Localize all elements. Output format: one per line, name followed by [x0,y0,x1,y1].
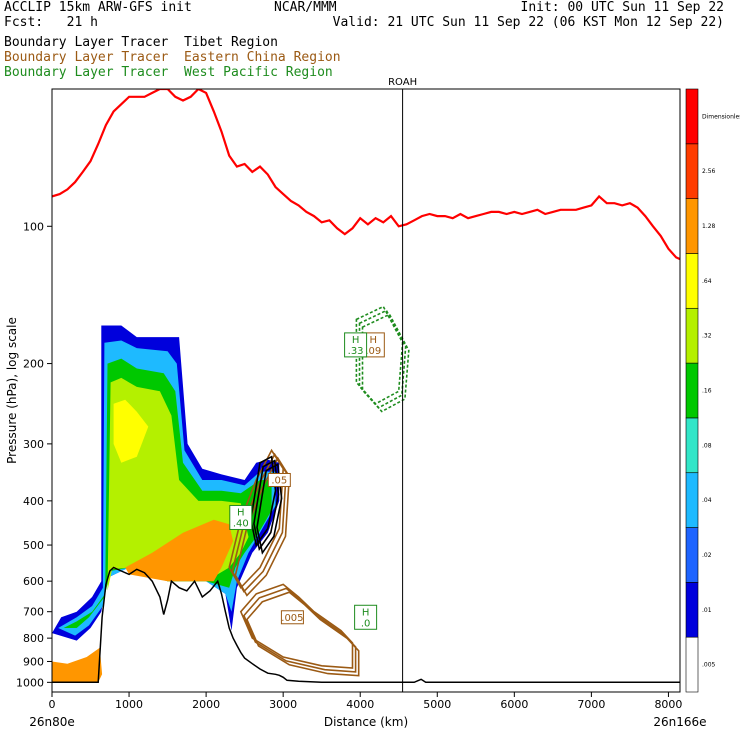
tracer-label-eastern-china: Boundary Layer Tracer Eastern China Regi… [4,50,341,65]
shaded-region-0 [52,567,226,660]
contour-label-1-0: .05 [271,475,287,486]
y-tick-label: 800 [23,632,44,645]
colorbar-label: .04 [702,497,712,504]
header-fcst: Fcst: 21 h [4,15,98,30]
contour-label-0-0: .005 [281,613,303,624]
y-tick-label: 200 [23,358,44,371]
colorbar-label: 2.56 [702,168,716,175]
colorbar-label: 1.28 [702,223,716,230]
y-tick-label: 600 [23,575,44,588]
x-tick-label: 3000 [269,698,297,711]
contour-label-5-0: H [362,607,370,618]
contour-0-1 [242,587,357,673]
right-endpoint-label: 26n166e [653,715,706,729]
colorbar-segment [685,198,699,254]
colorbar-segment [685,362,699,419]
colorbar-label: .02 [702,552,712,559]
colorbar-segment [685,143,699,199]
header-valid: Valid: 21 UTC Sun 11 Sep 22 (06 KST Mon … [332,15,724,30]
contour-label-box-5 [354,604,378,630]
contour-label-2-0: H [370,335,378,346]
x-tick-label: 7000 [577,698,605,711]
colorbar-segment [685,472,699,528]
y-tick-label: 700 [23,606,44,619]
plot-frame [51,88,681,693]
contour-6-0 [249,455,277,548]
header-init: Init: 00 UTC Sun 11 Sep 22 [520,0,725,15]
colorbar-segment [685,417,699,474]
contour-label-box-3 [344,332,368,358]
contour-label-box-1 [267,472,291,487]
contour-3-1 [358,309,407,409]
y-tick-label: 400 [23,495,44,508]
x-tick-label: 5000 [423,698,451,711]
tropopause-line [52,89,680,261]
tracer-label-west-pacific: Boundary Layer Tracer West Pacific Regio… [4,65,333,80]
contour-0-2 [245,591,360,677]
colorbar-label: .005 [702,662,716,669]
contour-0-0 [239,583,354,669]
shaded-region-6 [125,519,234,582]
contour-label-3-0: H [352,335,360,346]
colorbar-label: .16 [702,388,712,395]
terrain-line [52,566,680,684]
contour-label-4-0: H [237,507,245,518]
colorbar-label: .08 [702,442,712,449]
x-tick-label: 1000 [115,698,143,711]
colorbar-segment [685,636,699,693]
x-tick-label: 2000 [192,698,220,711]
contour-6-2 [256,463,283,555]
y-tick-label: 300 [23,438,44,451]
contour-label-3-1: .33 [348,346,364,357]
roah-marker-label: ROAH [388,77,417,88]
colorbar-label: Dimensionless [702,113,740,120]
tracer-label-tibet: Boundary Layer Tracer Tibet Region [4,35,278,50]
shaded-region-5 [113,399,149,463]
colorbar-label: .01 [702,607,712,614]
plot-area [52,89,680,684]
x-tick-label: 6000 [500,698,528,711]
x-tick-label: 0 [49,698,56,711]
colorbar-label: .32 [702,333,712,340]
colorbar-segment [685,253,699,309]
header-org: NCAR/MMM [274,0,337,15]
colorbar-segment [685,527,699,583]
colorbar-segment [685,582,699,638]
colorbar-segment [685,307,699,364]
contour-1-2 [234,456,291,597]
contour-label-box-4 [229,504,253,530]
colorbar-segment [685,88,699,145]
contour-label-box-0 [280,610,304,625]
contour-label-2-1: .09 [365,346,381,357]
y-tick-label: 100 [23,220,44,233]
shaded-region-7 [52,647,103,683]
contour-3-2 [361,313,410,413]
x-axis-label: Distance (km) [324,715,408,729]
y-axis-label: Pressure (hPa), log scale [5,317,19,464]
left-endpoint-label: 26n80e [29,715,75,729]
x-tick-label: 4000 [346,698,374,711]
header-model: ACCLIP 15km ARW-GFS init [4,0,192,15]
y-tick-label: 1000 [16,676,44,689]
contour-label-5-1: .0 [361,618,371,629]
colorbar-label: .64 [702,278,712,285]
x-tick-label: 8000 [654,698,682,711]
contour-label-4-1: .40 [233,518,249,529]
y-tick-label: 900 [23,655,44,668]
contour-6-1 [253,459,280,551]
y-tick-label: 500 [23,539,44,552]
